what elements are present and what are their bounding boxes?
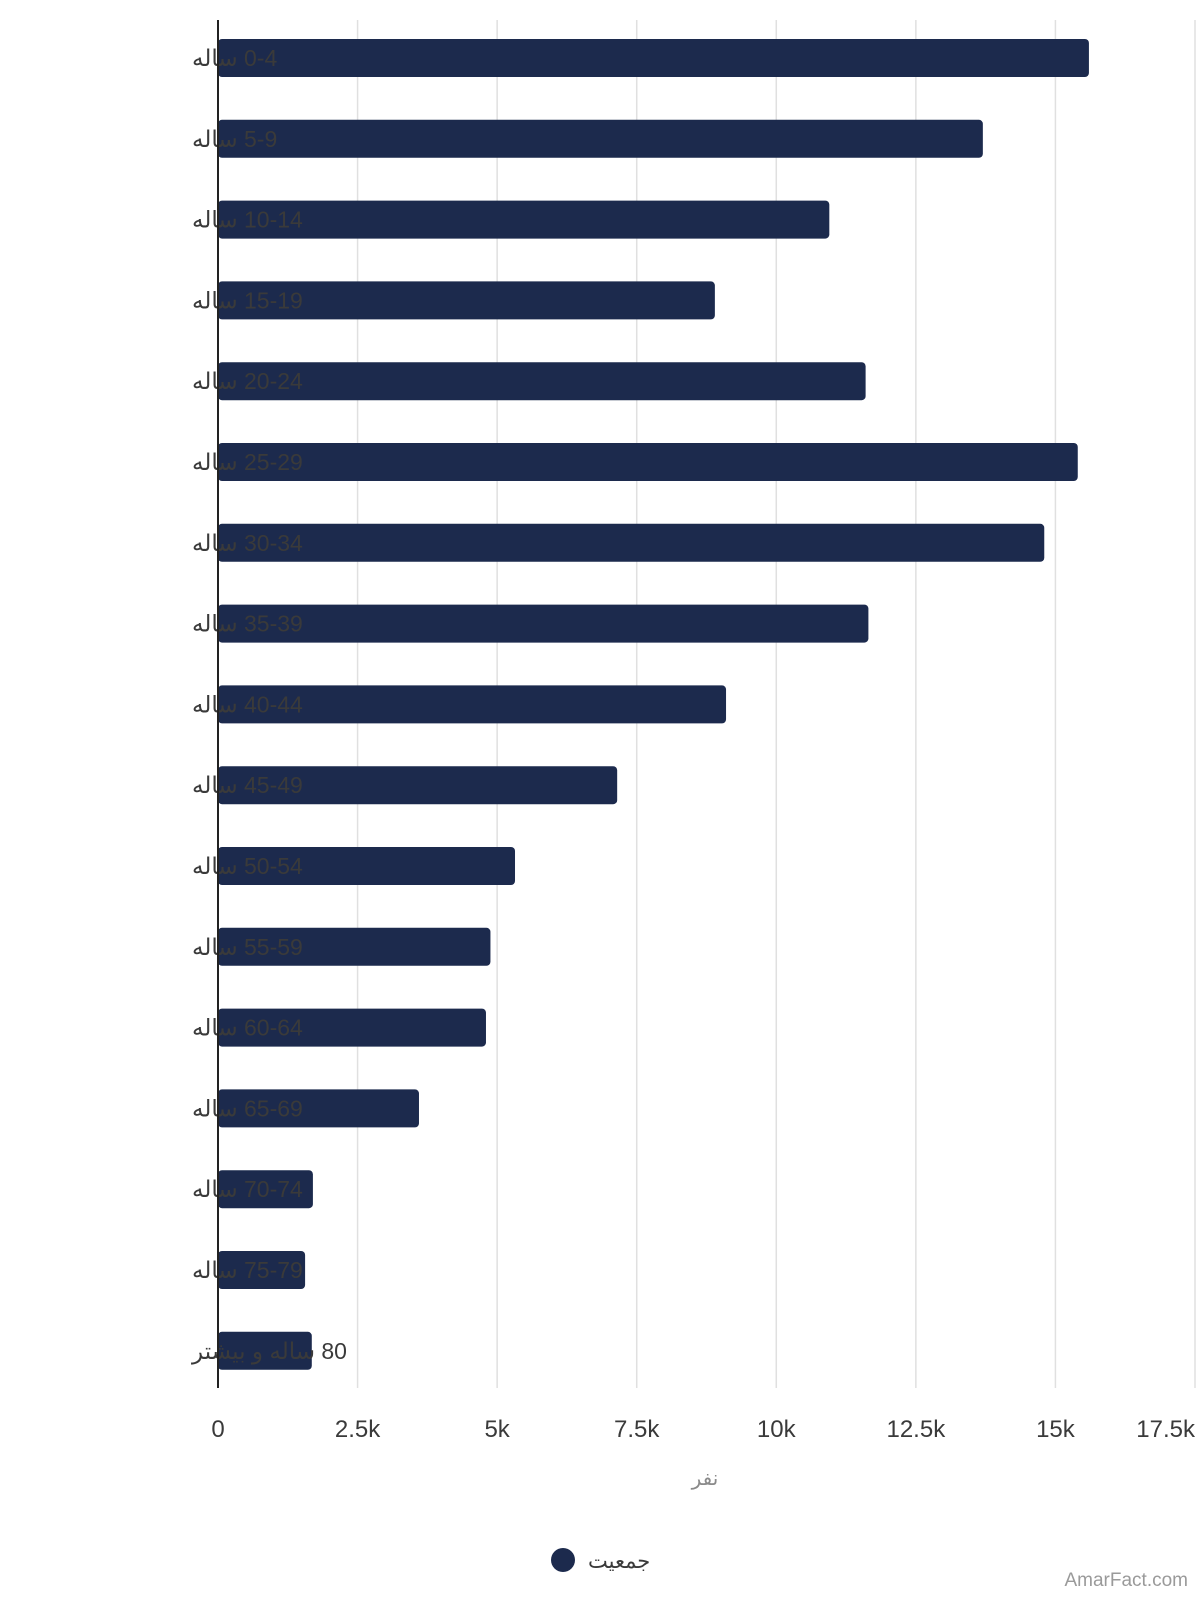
x-tick-labels: 0 2.5k 5k 7.5k 10k 12.5k 15k 17.5k xyxy=(211,1416,1196,1443)
category-label: 40-44 ساله xyxy=(192,691,303,717)
category-label: 50-54 ساله xyxy=(192,853,303,879)
x-tick-label: 10k xyxy=(757,1416,797,1443)
x-tick-label: 0 xyxy=(211,1416,224,1443)
x-tick-label: 12.5k xyxy=(886,1416,946,1443)
category-label: 15-19 ساله xyxy=(192,287,303,313)
bar[interactable] xyxy=(218,443,1078,481)
bar[interactable] xyxy=(218,604,869,643)
x-tick-label: 5k xyxy=(484,1416,510,1443)
category-label: 75-79 ساله xyxy=(192,1257,303,1283)
bar[interactable] xyxy=(218,362,866,401)
legend-label: جمعیت xyxy=(588,1549,650,1573)
bar[interactable] xyxy=(218,39,1089,77)
category-label: 35-39 ساله xyxy=(192,611,303,637)
x-tick-label: 2.5k xyxy=(335,1416,381,1443)
bar[interactable] xyxy=(218,847,516,885)
bar[interactable] xyxy=(218,119,983,158)
bar[interactable] xyxy=(218,927,491,966)
x-tick-label: 7.5k xyxy=(614,1416,660,1443)
category-label: 70-74 ساله xyxy=(192,1176,303,1202)
bars xyxy=(218,39,1089,1370)
bar[interactable] xyxy=(218,685,727,724)
bar[interactable] xyxy=(218,1331,312,1370)
category-label: 45-49 ساله xyxy=(192,772,303,798)
category-label: 0-4 ساله xyxy=(192,45,277,71)
category-label: 25-29 ساله xyxy=(192,449,303,475)
bar[interactable] xyxy=(218,281,715,320)
bar[interactable] xyxy=(218,1008,486,1047)
category-label: 10-14 ساله xyxy=(192,207,303,233)
x-tick-label: 17.5k xyxy=(1136,1416,1196,1443)
bar[interactable] xyxy=(218,1170,313,1209)
category-label: 60-64 ساله xyxy=(192,1015,303,1041)
category-labels: 0-4 ساله 5-9 ساله 10-14 ساله 15-19 ساله 20-2… xyxy=(191,45,347,1365)
bar[interactable] xyxy=(218,523,1045,562)
legend-marker xyxy=(551,1548,575,1572)
category-label: 30-34 ساله xyxy=(192,530,303,556)
watermark: AmarFact.com xyxy=(1064,1570,1188,1591)
legend[interactable]: جمعیت xyxy=(551,1548,650,1573)
category-label: 5-9 ساله xyxy=(192,126,277,152)
x-axis-title: نفر xyxy=(691,1466,719,1490)
bar[interactable] xyxy=(218,200,830,239)
category-label: 20-24 ساله xyxy=(192,368,303,394)
bar[interactable] xyxy=(218,766,618,805)
bar[interactable] xyxy=(218,1089,419,1128)
category-label: 55-59 ساله xyxy=(192,934,303,960)
category-label: 65-69 ساله xyxy=(192,1095,303,1121)
x-tick-label: 15k xyxy=(1036,1416,1076,1443)
category-label: 80 ساله و بیشتر xyxy=(191,1338,347,1365)
bar[interactable] xyxy=(218,1251,306,1289)
